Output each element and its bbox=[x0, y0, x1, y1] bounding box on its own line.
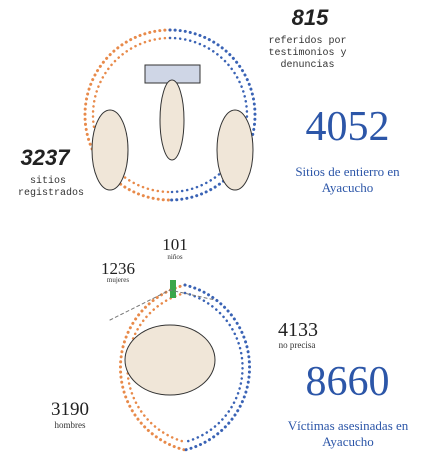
total-label: Sitios de entierro en Ayacucho bbox=[285, 164, 410, 197]
green-marker bbox=[170, 280, 176, 298]
label: referidos por testimonios y denuncias bbox=[255, 36, 360, 72]
label: no precisa bbox=[262, 341, 332, 350]
figure bbox=[217, 110, 253, 190]
label: niños bbox=[150, 254, 200, 261]
total-number: 8660 bbox=[290, 360, 405, 404]
figure bbox=[125, 325, 215, 395]
label: hombres bbox=[40, 421, 100, 430]
number: 3237 bbox=[14, 146, 76, 169]
total-label: Víctimas asesinadas en Ayacucho bbox=[268, 418, 428, 451]
label: mujeres bbox=[92, 277, 144, 284]
number: 815 bbox=[280, 6, 340, 29]
figure bbox=[160, 80, 184, 160]
total-number: 4052 bbox=[290, 105, 405, 149]
number: 4133 bbox=[268, 320, 328, 341]
number: 101 bbox=[150, 236, 200, 254]
number: 3190 bbox=[40, 400, 100, 420]
figure bbox=[92, 110, 128, 190]
label: sitios registrados bbox=[18, 176, 78, 200]
infographic: 815 referidos por testimonios y denuncia… bbox=[0, 0, 438, 458]
